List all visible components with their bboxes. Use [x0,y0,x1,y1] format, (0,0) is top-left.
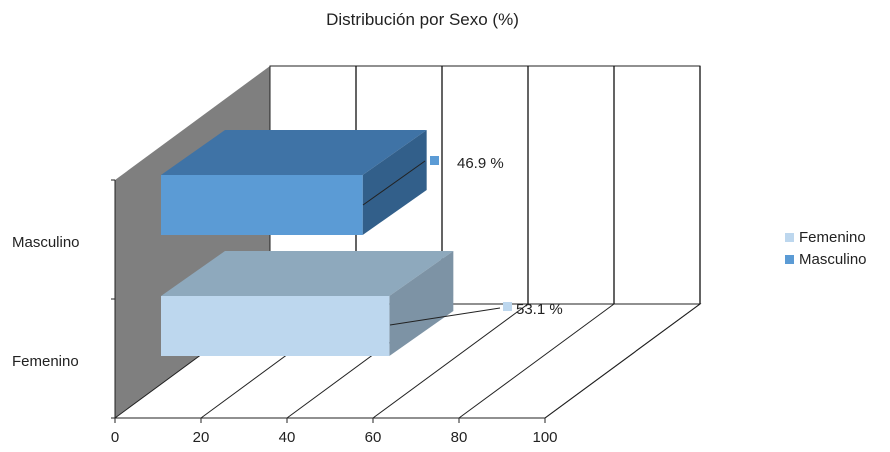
legend-label-masculino: Masculino [799,250,867,268]
bar-side-femenino [389,251,454,356]
data-label-femenino: 53.1 % [516,301,563,318]
bar-top-masculino [161,130,427,175]
x-tick-label-100: 100 [532,429,557,446]
legend-swatch-masculino [785,254,794,264]
bar-top-femenino [161,251,454,296]
chart-title: Distribución por Sexo (%) [326,10,519,29]
gridline-floor-80 [458,303,615,419]
x-tick-label-0: 0 [111,429,119,446]
legend-item-femenino: Femenino [785,226,867,248]
leader-line-femenino [389,307,501,326]
leader-line-masculino [362,160,426,206]
label-marker-femenino [503,302,512,311]
category-label-masculino: Masculino [12,234,80,251]
bar-femenino [161,251,454,356]
label-marker-masculino [430,156,439,165]
gridline-floor-60 [372,303,529,419]
x-tick-label-40: 40 [279,429,296,446]
bar-front-femenino [161,296,390,356]
data-label-masculino: 46.9 % [457,155,504,172]
x-tick-label-80: 80 [451,429,468,446]
x-tick-label-60: 60 [365,429,382,446]
category-label-femenino: Femenino [12,353,79,370]
x-tick-label-20: 20 [193,429,210,446]
legend-swatch-femenino [785,232,794,242]
legend-label-femenino: Femenino [799,228,866,246]
legend-item-masculino: Masculino [785,248,867,270]
bar-front-masculino [161,175,363,235]
legend: Femenino Masculino [785,226,867,270]
gridline-floor-100 [544,303,701,419]
